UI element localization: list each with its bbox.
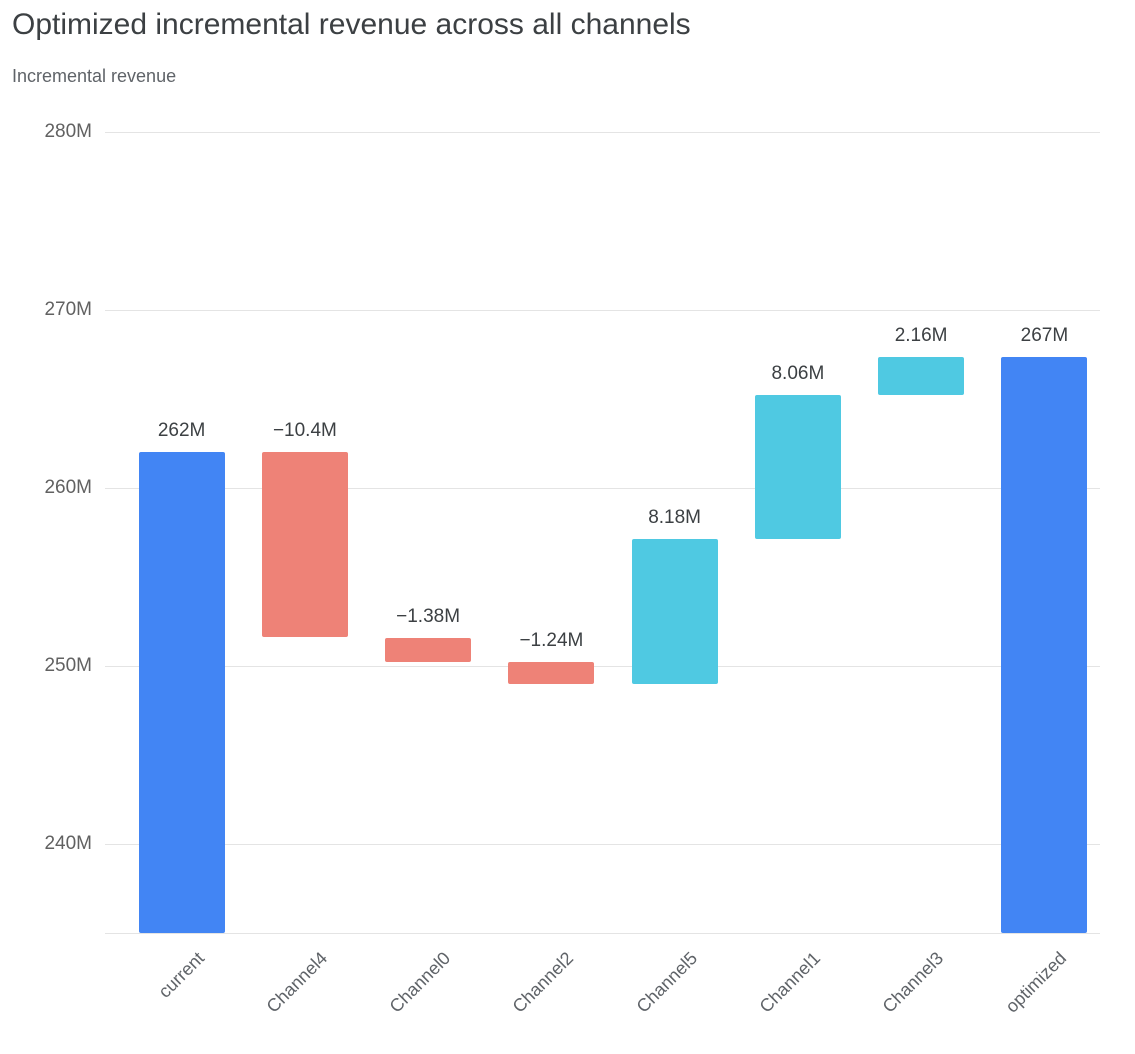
x-axis-label: Channel3: [878, 948, 948, 1017]
bar-value-label: 8.06M: [771, 363, 825, 384]
bar-Channel5[interactable]: [631, 538, 718, 685]
x-axis-label: current: [153, 948, 208, 1002]
gridline: [105, 309, 1100, 311]
x-axis-label: optimized: [1001, 948, 1071, 1017]
x-axis-label: Channel1: [755, 948, 825, 1017]
x-axis-label: Channel2: [508, 948, 578, 1017]
y-axis-tick-label: 240M: [44, 833, 92, 854]
x-axis-label: Channel0: [385, 948, 455, 1017]
gridline: [105, 131, 1100, 133]
gridline: [105, 666, 1100, 667]
y-axis-tick-label: 270M: [44, 298, 92, 320]
bar-value-label: −10.4M: [272, 420, 337, 442]
x-axis-baseline: [105, 933, 1100, 934]
bar-optimized[interactable]: [1001, 356, 1088, 933]
bar-value-label: −1.38M: [396, 605, 461, 627]
y-axis-tick-label: 280M: [44, 120, 92, 142]
bar-value-label: 267M: [1020, 324, 1069, 346]
gridline: [105, 844, 1100, 845]
bar-current[interactable]: [138, 452, 225, 933]
y-axis-tick-label: 260M: [44, 476, 92, 498]
bar-Channel4[interactable]: [261, 452, 348, 638]
x-axis-label: Channel5: [632, 948, 701, 1017]
gridline: [105, 487, 1100, 489]
chart-title: Optimized incremental revenue across all…: [12, 8, 691, 41]
chart-subtitle: Incremental revenue: [12, 66, 177, 86]
y-axis-tick-label: 250M: [44, 655, 92, 676]
bar-value-label: 262M: [157, 420, 206, 442]
bar-Channel0[interactable]: [385, 637, 472, 663]
bar-value-label: −1.24M: [519, 630, 584, 652]
bar-value-label: 8.18M: [648, 506, 701, 528]
bar-Channel2[interactable]: [508, 662, 595, 685]
bar-Channel1[interactable]: [754, 395, 841, 539]
bar-value-label: 2.16M: [894, 324, 948, 346]
x-axis-label: Channel4: [262, 948, 332, 1017]
bar-Channel3[interactable]: [878, 356, 965, 396]
